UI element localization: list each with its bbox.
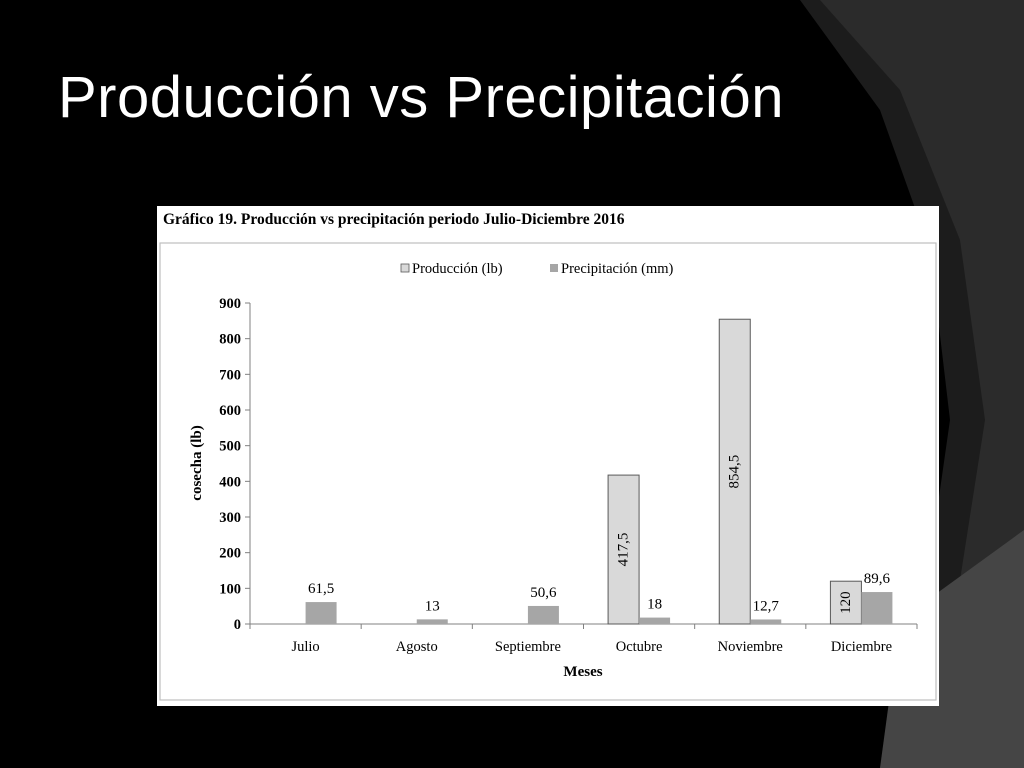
y-tick-label: 600 [219, 403, 241, 419]
chart-figure: Gráfico 19. Producción vs precipitación … [157, 206, 939, 706]
x-tick-label: Septiembre [495, 639, 561, 655]
chart: Gráfico 19. Producción vs precipitación … [159, 211, 937, 701]
y-tick-label: 400 [219, 474, 241, 490]
y-tick-label: 0 [234, 617, 241, 633]
legend-swatch-produccion [400, 263, 410, 273]
legend-label-precipitacion: Precipitación (mm) [561, 261, 674, 277]
data-label-precipitacion: 61,5 [308, 581, 334, 597]
bar-precipitacion [639, 617, 671, 624]
data-label-precipitacion: 18 [647, 597, 662, 613]
x-tick-label: Octubre [616, 639, 663, 655]
data-label-precipitacion: 50,6 [530, 585, 557, 601]
y-tick-label: 700 [219, 367, 241, 383]
y-tick-label: 800 [219, 332, 241, 348]
bar-produccion [607, 474, 640, 625]
chart-frame [159, 242, 937, 701]
data-label-produccion: 417,5 [616, 533, 632, 567]
y-axis-ticks: 0 100 200 300 400 500 600 700 800 900 [219, 296, 250, 633]
y-tick-label: 200 [219, 546, 241, 562]
slide-title: Producción vs Precipitación [58, 65, 784, 130]
bar-precipitacion [416, 619, 448, 624]
x-axis-title: Meses [563, 664, 602, 680]
x-tick-label: Diciembre [831, 639, 892, 655]
legend-swatch-precipitacion [550, 264, 558, 272]
y-tick-label: 500 [219, 439, 241, 455]
data-labels: 61,5 13 50,6 417,5 18 854,5 12,7 120 89,6 [308, 455, 891, 615]
y-tick-label: 100 [219, 581, 241, 597]
x-tick-label: Noviembre [718, 639, 783, 655]
data-label-produccion: 120 [838, 591, 854, 614]
data-label-precipitacion: 13 [425, 598, 440, 614]
y-axis-title: cosecha (lb) [189, 425, 205, 500]
y-tick-label: 300 [219, 510, 241, 526]
bar-produccion [718, 318, 751, 625]
data-label-precipitacion: 89,6 [864, 571, 891, 587]
legend-label-produccion: Producción (lb) [412, 261, 503, 277]
x-tick-label: Agosto [396, 639, 438, 655]
data-label-produccion: 854,5 [727, 455, 743, 489]
data-label-precipitacion: 12,7 [753, 598, 780, 614]
bar-precipitacion [527, 605, 559, 624]
bar-precipitacion [305, 602, 337, 624]
x-axis-ticks: Julio Agosto Septiembre Octubre Noviembre Dic… [249, 624, 918, 655]
bar-precipitacion [861, 592, 893, 624]
x-tick-label: Julio [291, 639, 319, 655]
bar-precipitacion [750, 619, 782, 624]
background-swoosh-mid [820, 0, 1024, 580]
y-tick-label: 900 [219, 296, 241, 312]
chart-caption: Gráfico 19. Producción vs precipitación … [163, 211, 625, 228]
background-swoosh-light [880, 530, 1024, 768]
bars [305, 318, 893, 625]
